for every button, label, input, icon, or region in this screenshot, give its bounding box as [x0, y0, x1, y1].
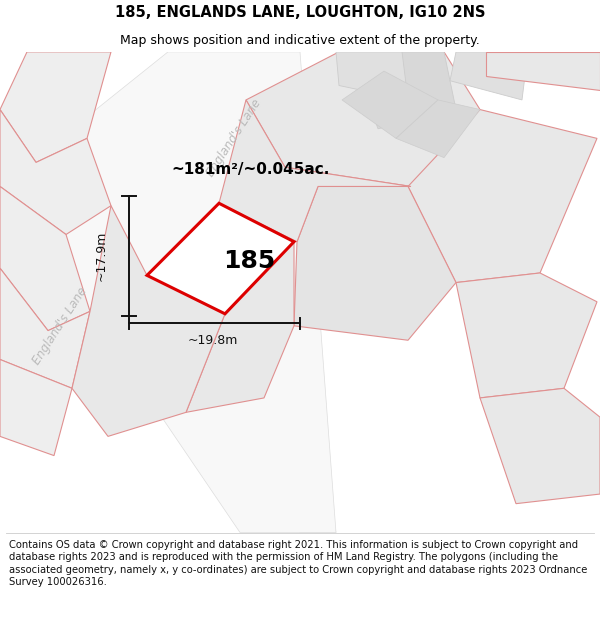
Polygon shape	[246, 52, 480, 186]
Polygon shape	[396, 100, 480, 158]
Polygon shape	[480, 388, 600, 504]
Text: ~17.9m: ~17.9m	[94, 231, 107, 281]
Text: ~181m²/~0.045ac.: ~181m²/~0.045ac.	[171, 162, 329, 177]
Text: ~19.8m: ~19.8m	[188, 334, 238, 347]
Text: England's Lane: England's Lane	[30, 285, 90, 367]
Polygon shape	[186, 242, 294, 412]
Text: 185: 185	[223, 249, 275, 273]
Polygon shape	[0, 109, 111, 234]
Polygon shape	[486, 52, 600, 91]
Polygon shape	[0, 52, 336, 532]
Polygon shape	[354, 52, 456, 129]
Polygon shape	[72, 206, 225, 436]
Polygon shape	[0, 359, 72, 456]
Polygon shape	[147, 203, 294, 314]
Polygon shape	[408, 109, 597, 282]
Polygon shape	[219, 100, 411, 242]
Polygon shape	[0, 268, 90, 388]
Polygon shape	[0, 52, 111, 162]
Polygon shape	[456, 273, 597, 398]
Polygon shape	[342, 71, 438, 138]
Text: Map shows position and indicative extent of the property.: Map shows position and indicative extent…	[120, 34, 480, 47]
Polygon shape	[294, 186, 456, 340]
Polygon shape	[336, 52, 408, 100]
Text: 185, ENGLANDS LANE, LOUGHTON, IG10 2NS: 185, ENGLANDS LANE, LOUGHTON, IG10 2NS	[115, 6, 485, 21]
Text: England's Lane: England's Lane	[204, 98, 264, 179]
Polygon shape	[0, 186, 90, 331]
Polygon shape	[450, 52, 528, 100]
Polygon shape	[168, 52, 336, 532]
Text: Contains OS data © Crown copyright and database right 2021. This information is : Contains OS data © Crown copyright and d…	[9, 540, 587, 587]
